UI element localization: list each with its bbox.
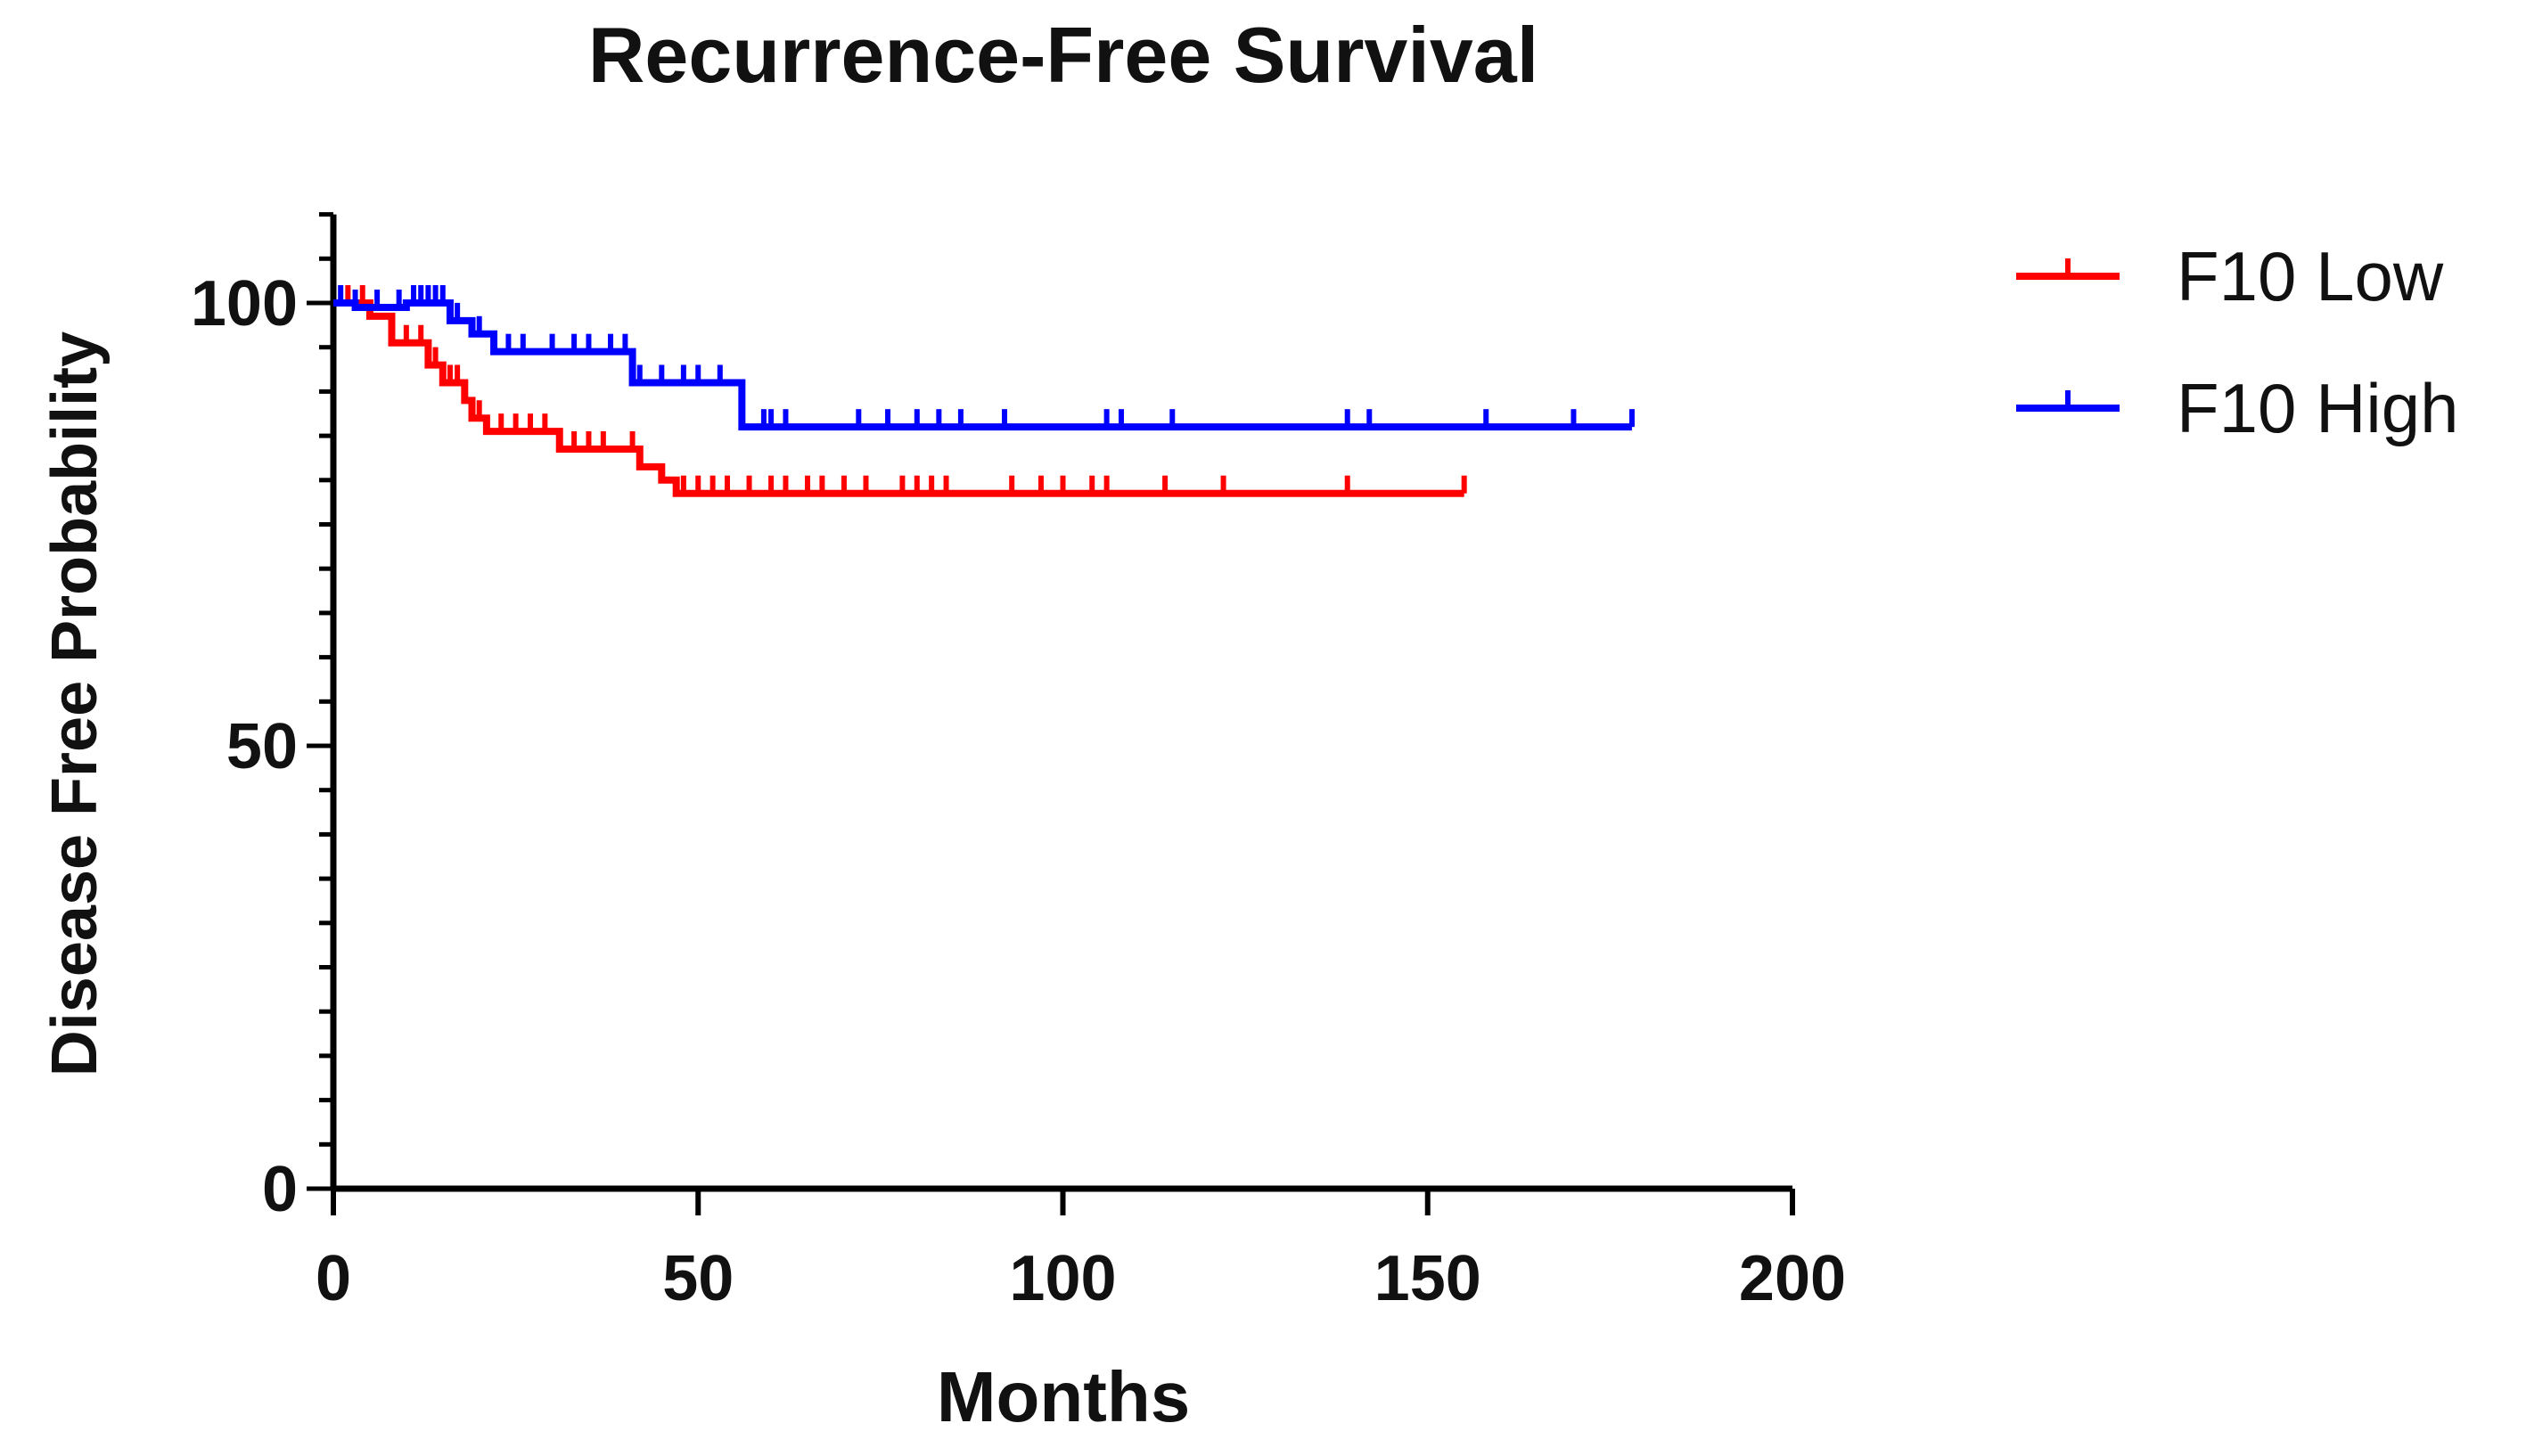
y-tick-label: 100	[191, 268, 298, 339]
series-f10-low	[333, 285, 1467, 497]
legend-label: F10 High	[2177, 369, 2459, 447]
survival-curve	[333, 299, 1632, 431]
axes: 0 50 100 0 50 100 150 200	[191, 212, 1846, 1314]
legend: F10 Low F10 High	[2016, 237, 2459, 447]
x-tick-label: 0	[316, 1243, 351, 1314]
legend-item: F10 High	[2016, 369, 2459, 447]
x-axis-label: Months	[937, 1357, 1190, 1436]
y-axis-label: Disease Free Probability	[39, 331, 111, 1076]
survival-curve	[333, 299, 1464, 497]
x-tick-label: 150	[1374, 1243, 1481, 1314]
chart-title: Recurrence-Free Survival	[588, 11, 1538, 99]
x-tick-label: 50	[662, 1243, 734, 1314]
series-f10-high	[333, 285, 1635, 431]
legend-item: F10 Low	[2016, 237, 2444, 315]
x-tick-label: 100	[1009, 1243, 1116, 1314]
y-tick-label: 0	[262, 1154, 298, 1225]
legend-label: F10 Low	[2177, 237, 2444, 315]
series-group	[333, 285, 1635, 497]
x-tick-label: 200	[1739, 1243, 1846, 1314]
y-tick-label: 50	[226, 711, 298, 782]
